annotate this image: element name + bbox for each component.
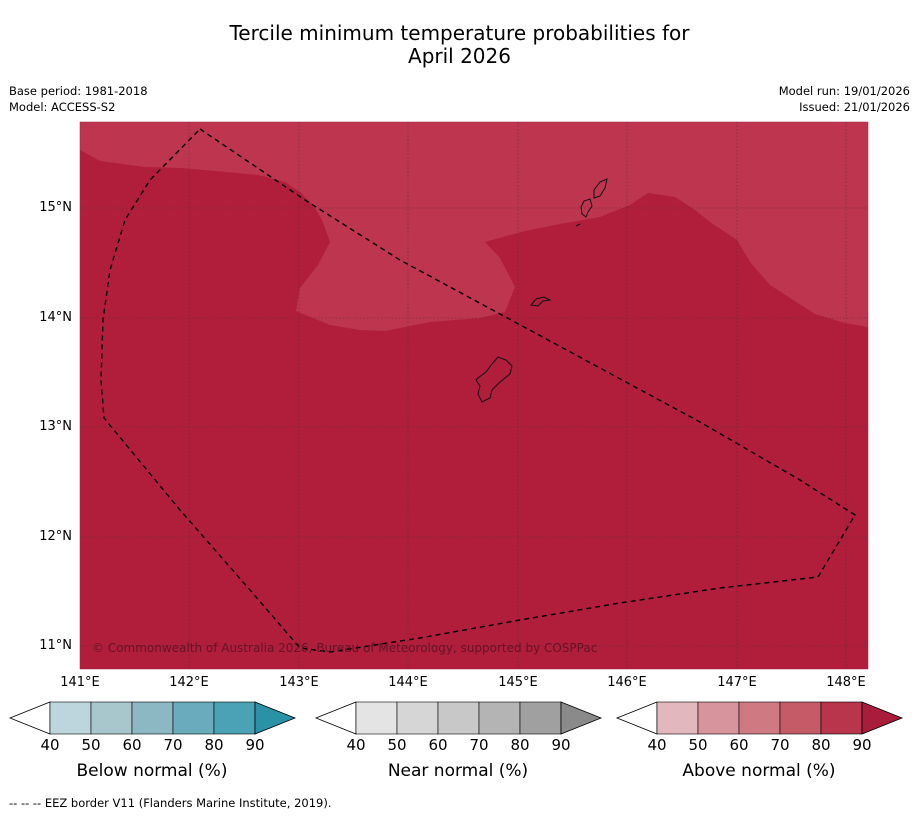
colorbar-tick: 80: [204, 736, 224, 754]
lon-label-144: 144°E: [388, 675, 428, 690]
map-frame: [79, 121, 869, 670]
island-saipan: [593, 178, 608, 199]
lon-label-142: 142°E: [169, 675, 209, 690]
eez-footnote: -- -- -- EEZ border V11 (Flanders Marine…: [9, 796, 332, 810]
colorbar-high-extend: [560, 701, 603, 735]
map-region-above-70-80: [80, 122, 868, 331]
lat-label-15: 15°N: [39, 200, 72, 215]
colorbar-tick: 40: [40, 736, 60, 754]
colorbar-tick: 70: [469, 736, 489, 754]
colorbar-segment: [779, 701, 822, 735]
colorbar-segment: [697, 701, 740, 735]
colorbar-segment: [90, 701, 133, 735]
colorbar-0: [8, 701, 297, 735]
model-run: Model run: 19/01/2026: [778, 84, 910, 98]
colorbar-tick: 50: [387, 736, 407, 754]
title-line-2: April 2026: [408, 44, 511, 68]
issued-date: Issued: 21/01/2026: [799, 100, 910, 114]
island-tinian: [580, 198, 593, 218]
colorbar-low-extend: [314, 701, 357, 735]
colorbar-tick: 40: [346, 736, 366, 754]
colorbar-tick: 80: [811, 736, 831, 754]
colorbar-segment: [437, 701, 480, 735]
model-name: Model: ACCESS-S2: [9, 100, 116, 114]
lon-label-146: 146°E: [607, 675, 647, 690]
colorbar-tick: 80: [510, 736, 530, 754]
lon-label-148: 148°E: [826, 675, 866, 690]
colorbar-tick: 60: [122, 736, 142, 754]
colorbar-title: Near normal (%): [387, 761, 529, 781]
colorbar-segment: [396, 701, 439, 735]
colorbar-segment: [131, 701, 174, 735]
colorbar-segment: [355, 701, 398, 735]
colorbar-tick: 60: [729, 736, 749, 754]
lon-label-143: 143°E: [279, 675, 319, 690]
colorbar-tick: 70: [770, 736, 790, 754]
colorbar-segment: [519, 701, 562, 735]
eez-border: [100, 128, 856, 653]
colorbar-high-extend: [254, 701, 297, 735]
island-rota: [530, 296, 552, 307]
colorbar-tick: 90: [245, 736, 265, 754]
lon-label-145: 145°E: [498, 675, 538, 690]
island-guam: [475, 356, 513, 403]
colorbar-segment: [172, 701, 215, 735]
colorbar-title: Above normal (%): [682, 761, 836, 781]
colorbars: [8, 701, 904, 735]
islands: [475, 178, 608, 403]
copyright-text: © Commonwealth of Australia 2026, Bureau…: [92, 641, 598, 655]
gridlines: [80, 122, 868, 669]
meta-left: Base period: 1981-2018 Model: ACCESS-S2: [9, 83, 148, 115]
colorbar-title: Below normal (%): [76, 761, 228, 781]
colorbar-segment: [478, 701, 521, 735]
colorbar-segment: [820, 701, 863, 735]
island-aguijan: [575, 223, 581, 227]
lat-label-12: 12°N: [39, 529, 72, 544]
colorbar-tick: 50: [688, 736, 708, 754]
colorbar-tick: 40: [647, 736, 667, 754]
colorbar-segment: [49, 701, 92, 735]
colorbar-2: [615, 701, 904, 735]
colorbar-tick: 70: [163, 736, 183, 754]
colorbar-low-extend: [8, 701, 51, 735]
lat-label-14: 14°N: [39, 310, 72, 325]
colorbar-low-extend: [615, 701, 658, 735]
colorbar-1: [314, 701, 603, 735]
colorbar-tick: 50: [81, 736, 101, 754]
base-period: Base period: 1981-2018: [9, 84, 148, 98]
colorbar-high-extend: [861, 701, 904, 735]
chart-title: Tercile minimum temperature probabilitie…: [0, 22, 919, 68]
colorbar-tick: 90: [852, 736, 872, 754]
lon-label-147: 147°E: [717, 675, 757, 690]
colorbar-segment: [656, 701, 699, 735]
colorbar-tick: 60: [428, 736, 448, 754]
lat-label-13: 13°N: [39, 419, 72, 434]
lat-label-11: 11°N: [39, 638, 72, 653]
title-line-1: Tercile minimum temperature probabilitie…: [229, 21, 690, 45]
colorbar-segment: [213, 701, 256, 735]
colorbar-segment: [738, 701, 781, 735]
colorbar-tick: 90: [551, 736, 571, 754]
lon-label-141: 141°E: [60, 675, 100, 690]
meta-right: Model run: 19/01/2026 Issued: 21/01/2026: [779, 83, 910, 115]
